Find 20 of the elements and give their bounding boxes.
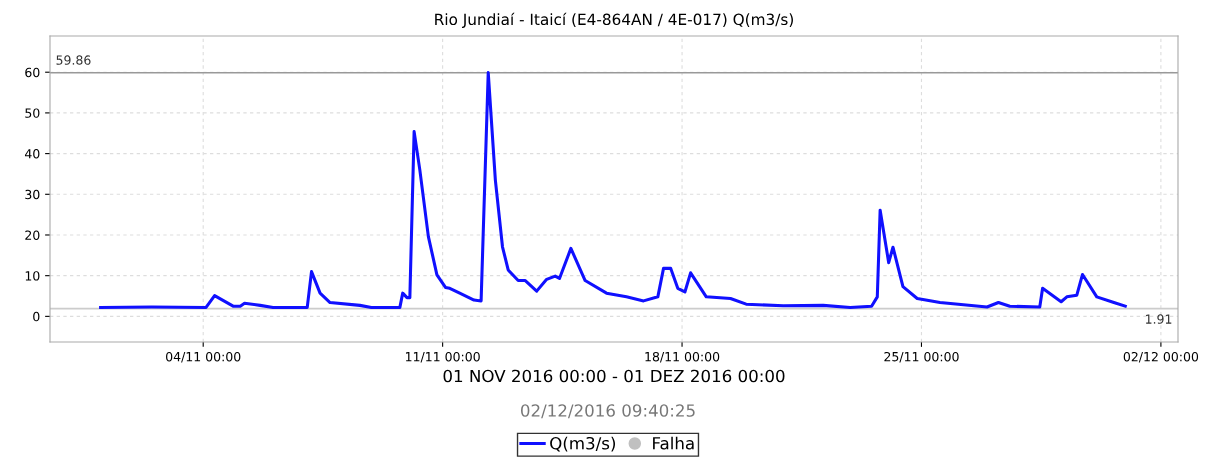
x-tick-label: 04/11 00:00 [166,351,241,363]
y-tick-label: 20 [25,230,40,240]
ref-line-label: 1.91 [1145,314,1172,324]
legend-label: Falha [653,436,694,450]
y-tick-label: 30 [25,189,40,200]
y-tick-label: 60 [25,67,40,78]
legend-label: Q(m3/s) [550,436,616,452]
x-axis-title: 01 NOV 2016 00:00 - 01 DEZ 2016 00:00 [443,369,785,383]
x-tick-label: 25/11 00:00 [884,351,959,363]
y-tick-label: 40 [24,149,40,159]
ref-line-label: 59.86 [56,55,91,65]
x-tick-label: 11/11 00:00 [405,351,480,363]
x-tick-label: 18/11 00:00 [645,351,720,363]
x-tick-label: 02/12 00:00 [1123,351,1199,363]
y-tick-label: 10 [25,271,40,281]
y-tick-label: 0 [33,311,40,322]
line-series [99,71,1127,309]
text: 02/12/2016 09:40:25 [520,404,695,419]
chart-title: Rio Jundiaí - Itaicí (E4-864AN / 4E-017) Q(m3/s) [435,12,793,28]
y-tick-label: 50 [25,108,40,118]
